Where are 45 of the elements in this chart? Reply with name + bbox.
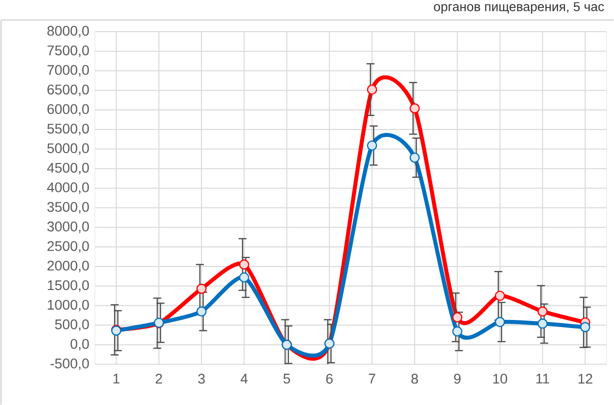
x-tick-label: 6: [326, 374, 333, 384]
point: [580, 322, 590, 332]
x-tick-label: 10: [493, 374, 508, 384]
point: [239, 272, 250, 282]
y-tick-label: 2000,0: [47, 260, 89, 272]
point: [410, 152, 420, 163]
x-tick-label: 1: [113, 374, 120, 384]
x-tick-label: 3: [198, 374, 205, 384]
point: [196, 306, 207, 316]
point: [452, 326, 462, 336]
x-tick-label: 11: [536, 374, 550, 384]
point: [452, 312, 462, 322]
point: [366, 140, 378, 151]
y-tick-label: 4500,0: [47, 162, 89, 174]
point: [410, 103, 420, 114]
y-tick-label: 7500,0: [48, 45, 89, 57]
y-tick-label: 6000,0: [47, 104, 89, 116]
y-tick-label: 4000,0: [47, 182, 89, 194]
y-tick-label: 0,0: [70, 338, 89, 350]
point: [366, 84, 378, 95]
x-tick-label: 4: [240, 374, 248, 384]
point: [537, 318, 548, 329]
x-tick-label: 8: [411, 374, 418, 384]
x-tick-label: 7: [368, 374, 376, 384]
y-tick-label: 8000,0: [47, 26, 89, 38]
y-tick-label: 2500,0: [47, 241, 89, 253]
x-tick-label: 9: [454, 374, 461, 384]
point: [239, 259, 250, 270]
y-tick-label: 5500,0: [47, 124, 89, 136]
point: [494, 290, 506, 301]
y-tick-label: 7000,0: [48, 64, 89, 76]
y-tick-label: 5000,0: [47, 143, 89, 155]
y-tick-label: 6500,0: [47, 84, 89, 96]
x-tick-label: 2: [156, 374, 162, 384]
y-tick-label: 1000,0: [48, 300, 89, 312]
x-tick-label: 12: [578, 374, 592, 384]
x-tick-label: 5: [283, 374, 290, 384]
point: [537, 306, 548, 316]
y-tick-label: 3000,0: [47, 221, 89, 234]
y-tick-label: 500,0: [55, 319, 89, 331]
y-tick-label: 3500,0: [47, 202, 89, 214]
y-tick-label: -500,0: [50, 358, 89, 370]
point: [196, 284, 207, 294]
y-tick-label: 1500,0: [48, 280, 89, 292]
chart-title: органов пищеварения, 5 час: [434, 2, 604, 14]
